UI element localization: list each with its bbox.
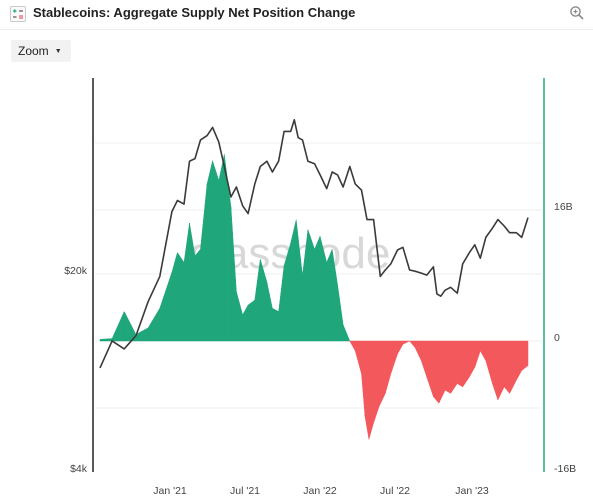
area-segment-negative bbox=[378, 340, 386, 407]
area-segment-negative bbox=[397, 340, 404, 356]
area-segment-positive bbox=[111, 311, 125, 342]
area-segment-negative bbox=[485, 340, 493, 384]
chart-header: Stablecoins: Aggregate Supply Net Positi… bbox=[0, 0, 593, 28]
area-segment-positive bbox=[147, 307, 161, 342]
area-segment-negative bbox=[373, 340, 380, 423]
x-tick-label-jan22: Jan '22 bbox=[303, 485, 337, 497]
area-segment-positive bbox=[183, 223, 190, 342]
net-position-area bbox=[99, 154, 529, 440]
area-segment-negative bbox=[414, 340, 422, 361]
area-segment-negative bbox=[457, 340, 463, 388]
area-segment-negative bbox=[503, 340, 510, 395]
area-segment-negative bbox=[521, 340, 529, 371]
area-segment-negative bbox=[368, 340, 374, 440]
area-segment-negative bbox=[409, 340, 416, 349]
area-segment-positive bbox=[242, 304, 249, 342]
area-segment-positive bbox=[236, 291, 243, 342]
area-segment-negative bbox=[421, 340, 428, 378]
area-segment-negative bbox=[385, 340, 392, 394]
chart-title: Stablecoins: Aggregate Supply Net Positi… bbox=[33, 5, 356, 20]
area-segment-positive bbox=[337, 285, 344, 342]
area-segment-positive bbox=[307, 229, 315, 342]
area-segment-negative bbox=[480, 340, 487, 362]
area-segment-negative bbox=[354, 340, 362, 374]
left-tick-label-20k: $20k bbox=[64, 265, 88, 277]
area-segment-positive bbox=[326, 249, 333, 342]
area-segment-negative bbox=[426, 340, 434, 397]
zoom-dropdown[interactable]: Zoom ▼ bbox=[11, 40, 71, 62]
x-tick-label-jan21: Jan '21 bbox=[153, 485, 187, 497]
right-tick-label-16b: 16B bbox=[554, 201, 573, 213]
area-segment-positive bbox=[266, 281, 273, 342]
area-segment-negative bbox=[361, 340, 366, 417]
header-divider bbox=[0, 29, 593, 30]
area-segment-positive bbox=[272, 307, 279, 342]
area-segment-positive bbox=[342, 324, 351, 342]
chart-type-icon bbox=[10, 6, 26, 22]
right-tick-label-neg16b: -16B bbox=[554, 463, 576, 475]
area-segment-positive bbox=[177, 251, 185, 342]
price-line bbox=[99, 119, 529, 369]
x-tick-label-jan23: Jan '23 bbox=[455, 485, 489, 497]
area-segment-negative bbox=[474, 340, 481, 368]
area-segment-positive bbox=[314, 236, 321, 342]
area-segment-negative bbox=[433, 340, 440, 404]
area-segment-positive bbox=[194, 248, 201, 342]
area-segment-positive bbox=[206, 160, 213, 342]
area-segment-positive bbox=[247, 299, 256, 342]
area-segment-positive bbox=[200, 183, 208, 342]
area-segment-negative bbox=[364, 340, 370, 440]
right-tick-label-0: 0 bbox=[554, 332, 560, 344]
area-segment-negative bbox=[497, 340, 505, 401]
zoom-label: Zoom bbox=[18, 44, 49, 58]
x-tick-label-jul22: Jul '22 bbox=[380, 485, 410, 497]
area-segment-positive bbox=[171, 252, 178, 342]
area-segment-positive bbox=[212, 160, 220, 342]
area-segment-negative bbox=[450, 340, 458, 395]
area-segment-negative bbox=[402, 340, 410, 345]
area-segment-negative bbox=[462, 340, 470, 388]
area-segment-negative bbox=[444, 340, 451, 394]
area-segment-negative bbox=[438, 340, 446, 404]
area-segment-positive bbox=[99, 338, 113, 342]
area-segment-negative bbox=[469, 340, 476, 378]
area-segment-negative bbox=[492, 340, 499, 401]
area-segment-positive bbox=[159, 272, 173, 342]
left-tick-label-4k: $4k bbox=[70, 463, 88, 475]
area-segment-negative bbox=[390, 340, 398, 374]
magnifier-zoom-icon[interactable] bbox=[569, 5, 585, 21]
x-tick-label-jul21: Jul '21 bbox=[230, 485, 260, 497]
area-segment-negative bbox=[516, 340, 522, 382]
caret-down-icon: ▼ bbox=[54, 47, 62, 55]
area-segment-negative bbox=[349, 340, 356, 352]
area-segment-positive bbox=[218, 154, 225, 342]
area-segment-negative bbox=[509, 340, 517, 394]
